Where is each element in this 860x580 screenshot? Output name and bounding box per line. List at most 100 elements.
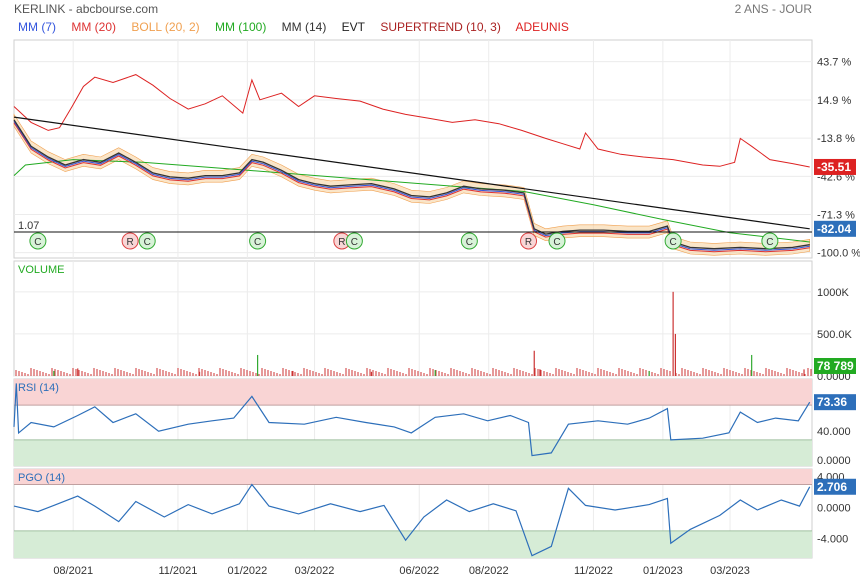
x-axis-tick-2: 01/2022 — [227, 565, 267, 577]
x-axis-tick-4: 06/2022 — [399, 565, 439, 577]
signal-marker-2: C — [138, 232, 156, 250]
trendline — [13, 116, 810, 230]
x-axis-tick-7: 01/2023 — [643, 565, 683, 577]
rsi-last-tag: 73.36 — [814, 394, 856, 411]
rsi-title: RSI (14) — [18, 382, 59, 394]
signal-marker-7: R — [520, 232, 538, 250]
ma100-line — [13, 159, 810, 243]
pgo-axis-tick-2: -4.000 — [817, 534, 848, 546]
signal-marker-circle-3 — [249, 232, 267, 250]
volume-frame — [13, 260, 813, 377]
signal-marker-label-3: C — [254, 237, 261, 248]
legend-mm14: MM (14) — [281, 20, 327, 34]
volume-axis-tick-0: 1000K — [817, 287, 849, 299]
pgo-last-tag: 2.706 — [814, 478, 856, 495]
period-label: 2 ANS - JOUR — [734, 2, 812, 16]
pgo-last-tag-bg — [814, 478, 856, 495]
rsi-last-tag-bg — [814, 394, 856, 411]
rsi-axis-tick-1: 0.0000 — [817, 455, 851, 467]
pgo-axis-tick-1: 0.0000 — [817, 503, 851, 515]
pgo-lower-zone — [14, 530, 812, 558]
signal-marker-8: C — [548, 232, 566, 250]
signal-marker-10: C — [761, 232, 779, 250]
legend-supertrend: SUPERTREND (10, 3) — [380, 20, 501, 34]
signal-marker-circle-10 — [761, 232, 779, 250]
legend-evt: EVT — [341, 20, 366, 34]
price-last-tag: -82.04 — [814, 220, 856, 237]
legend-boll: BOLL (20, 2) — [131, 20, 200, 34]
signal-marker-circle-2 — [138, 232, 156, 250]
signal-marker-label-7: R — [525, 237, 532, 248]
reference-value-label: 1.07 — [18, 220, 39, 232]
signal-marker-1: R — [121, 232, 139, 250]
chart-header: KERLINK - abcbourse.com 2 ANS - JOUR — [0, 0, 860, 18]
signal-marker-label-0: C — [34, 237, 41, 248]
bollinger-band — [13, 113, 811, 256]
price-axis-tick-1: 14.9 % — [817, 95, 851, 107]
x-axis-tick-3: 03/2022 — [295, 565, 335, 577]
chart-title: KERLINK - abcbourse.com — [14, 2, 159, 16]
signal-marker-label-2: C — [144, 237, 151, 248]
signal-marker-circle-8 — [548, 232, 566, 250]
signal-marker-6: C — [460, 232, 478, 250]
legend-adeunis: ADEUNIS — [515, 20, 569, 34]
price-axis-tick-4: -71.3 % — [817, 210, 855, 222]
rsi-axis-tick-0: 40.000 — [817, 426, 851, 438]
signal-marker-3: C — [249, 232, 267, 250]
rsi-oversold-zone — [14, 439, 812, 466]
price-line — [13, 119, 810, 250]
signal-marker-circle-7 — [520, 232, 538, 250]
legend-mm20: MM (20) — [71, 20, 117, 34]
ma20-line — [13, 122, 810, 253]
adeunis-last-tag-text: -35.51 — [817, 160, 851, 174]
volume-title: VOLUME — [18, 264, 64, 276]
indicator-legend: MM (7) MM (20) BOLL (20, 2) MM (100) MM … — [18, 20, 581, 36]
signal-marker-circle-5 — [345, 232, 363, 250]
pgo-line — [13, 483, 811, 557]
volume-last-tag-text: 78 789 — [817, 359, 854, 373]
legend-mm7: MM (7) — [18, 20, 56, 34]
x-axis-tick-6: 11/2022 — [574, 565, 613, 577]
x-axis-tick-8: 03/2023 — [710, 565, 750, 577]
adeunis-last-tag-bg — [814, 158, 856, 175]
legend-mm100: MM (100) — [214, 20, 267, 34]
signal-marker-9: C — [664, 232, 682, 250]
price-last-tag-text: -82.04 — [817, 222, 851, 236]
volume-last-tag-bg — [814, 358, 856, 374]
pgo-upper-zone — [14, 469, 812, 485]
x-axis: 08/2021 11/2021 01/2022 03/2022 06/2022 08/20… — [53, 565, 750, 577]
volume-last-tag: 78 789 — [814, 358, 856, 374]
signal-marker-circle-1 — [121, 232, 139, 250]
signal-marker-label-4: R — [338, 237, 345, 248]
signal-marker-label-9: C — [670, 237, 677, 248]
ma7-line — [13, 121, 810, 251]
signal-marker-label-1: R — [126, 237, 133, 248]
signal-marker-0: C — [29, 232, 47, 250]
pgo-title: PGO (14) — [18, 472, 65, 484]
signal-marker-label-8: C — [553, 237, 560, 248]
price-panel: 43.7 %14.9 %-13.8 %-42.6 %-71.3 %-100.0 … — [13, 57, 860, 260]
price-last-tag-bg — [814, 220, 856, 237]
signal-marker-label-5: C — [351, 237, 358, 248]
signal-marker-4: R — [333, 232, 351, 250]
signal-marker-circle-6 — [460, 232, 478, 250]
rsi-overbought-zone — [14, 379, 812, 406]
volume-axis-tick-1: 500.0K — [817, 329, 853, 341]
adeunis-last-tag: -35.51 — [814, 158, 856, 175]
adeunis-line — [13, 74, 810, 168]
price-axis-tick-0: 43.7 % — [817, 57, 851, 69]
price-axis-tick-5: -100.0 % — [817, 248, 860, 260]
rsi-line — [13, 383, 811, 457]
signal-marker-circle-9 — [664, 232, 682, 250]
pgo-last-tag-text: 2.706 — [817, 480, 847, 494]
x-axis-tick-0: 08/2021 — [53, 565, 93, 577]
rsi-last-tag-text: 73.36 — [817, 395, 847, 409]
x-axis-tick-1: 11/2021 — [158, 565, 197, 577]
price-frame — [13, 39, 813, 259]
x-axis-tick-5: 08/2022 — [469, 565, 509, 577]
rsi-panel: RSI (14) 40.000 0.0000 73.36 — [13, 379, 856, 467]
signal-marker-label-6: C — [466, 237, 473, 248]
signal-marker-5: C — [345, 232, 363, 250]
